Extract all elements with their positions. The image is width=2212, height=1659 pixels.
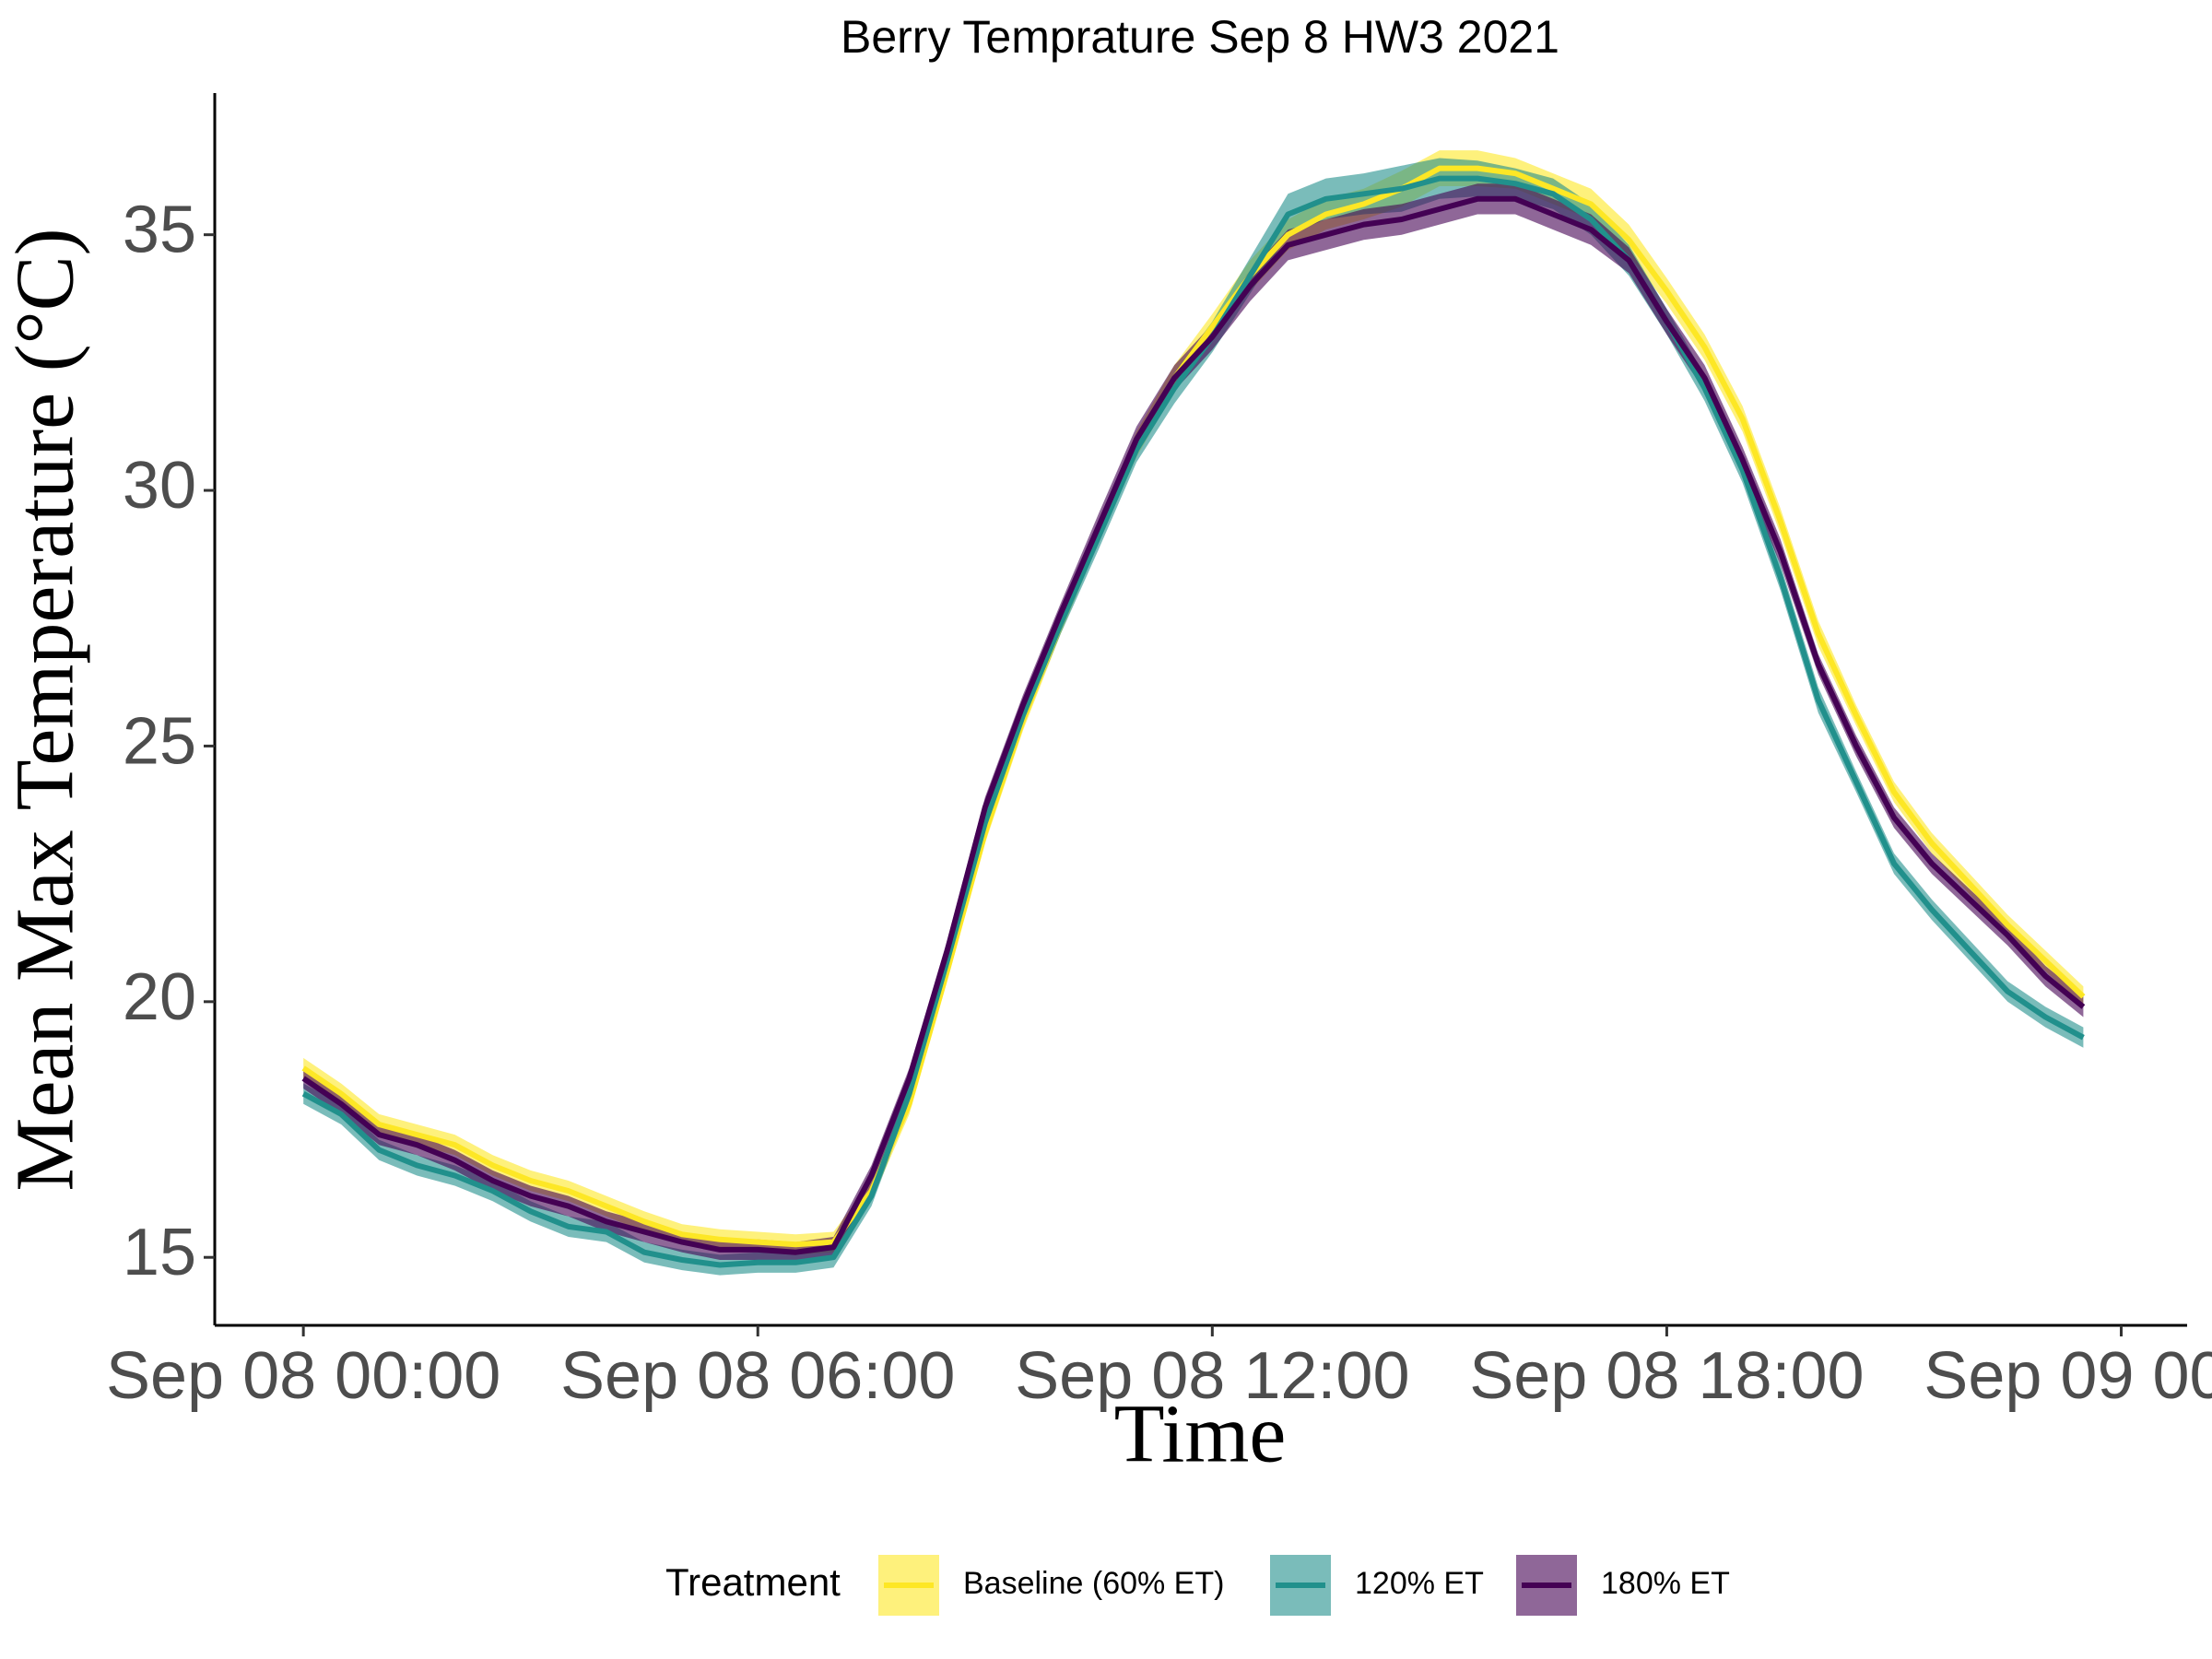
legend-label: 180% ET [1601, 1566, 1730, 1601]
x-axis-title: Time [1114, 1389, 1287, 1480]
y-tick-label: 30 [123, 449, 196, 523]
x-tick-label: Sep 08 00:00 [106, 1339, 500, 1413]
line [301, 195, 2086, 1255]
x-tick-label: Sep 08 06:00 [560, 1339, 955, 1413]
ribbon [303, 183, 2084, 1263]
x-tick-label: Sep 08 18:00 [1469, 1339, 1864, 1413]
x-tick-label: Sep 08 12:00 [1015, 1339, 1409, 1413]
y-axis-title: Mean Max Temperature (°C) [0, 228, 91, 1191]
ribbon [303, 158, 2084, 1276]
y-tick-label: 25 [123, 704, 196, 778]
legend-title: Treatment [665, 1560, 841, 1604]
x-tick-label: Sep 09 00:00 [1924, 1339, 2212, 1413]
chart-title: Berry Temprature Sep 8 HW3 2021 [841, 11, 1559, 63]
y-tick-label: 35 [123, 194, 196, 267]
y-tick-label: 15 [123, 1216, 196, 1289]
legend-label: Baseline (60% ET) [963, 1566, 1224, 1601]
line [301, 165, 2086, 1248]
legend-label: 120% ET [1355, 1566, 1484, 1601]
line [301, 175, 2085, 1268]
y-tick-label: 20 [123, 960, 196, 1034]
